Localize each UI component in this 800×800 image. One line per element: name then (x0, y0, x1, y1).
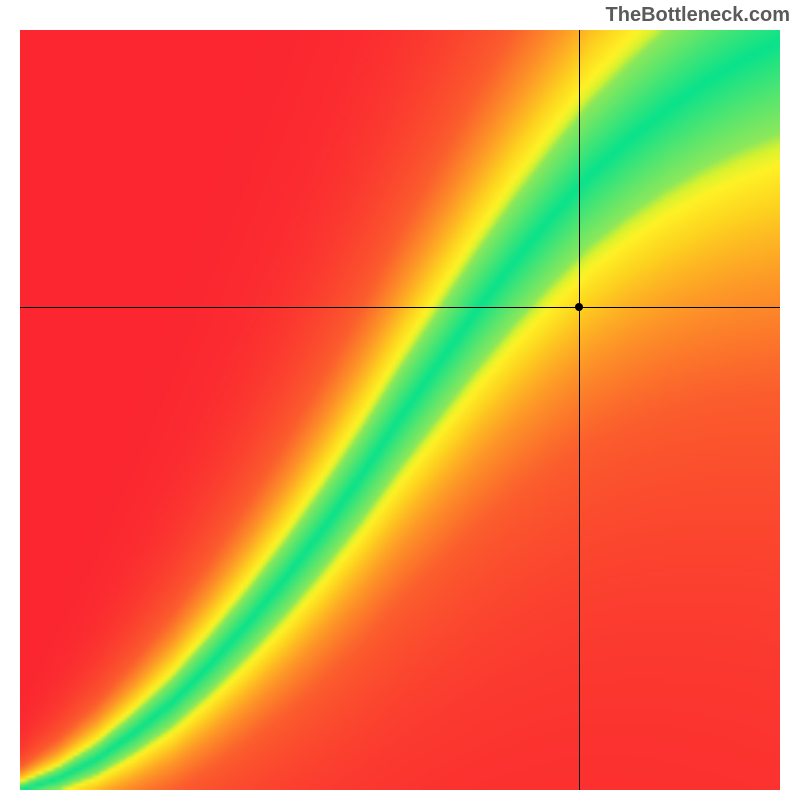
bottleneck-heatmap (20, 30, 780, 790)
crosshair-horizontal (20, 307, 780, 308)
watermark-text: TheBottleneck.com (606, 4, 790, 27)
crosshair-vertical (579, 30, 580, 790)
heatmap-canvas (20, 30, 780, 790)
crosshair-dot (575, 303, 583, 311)
